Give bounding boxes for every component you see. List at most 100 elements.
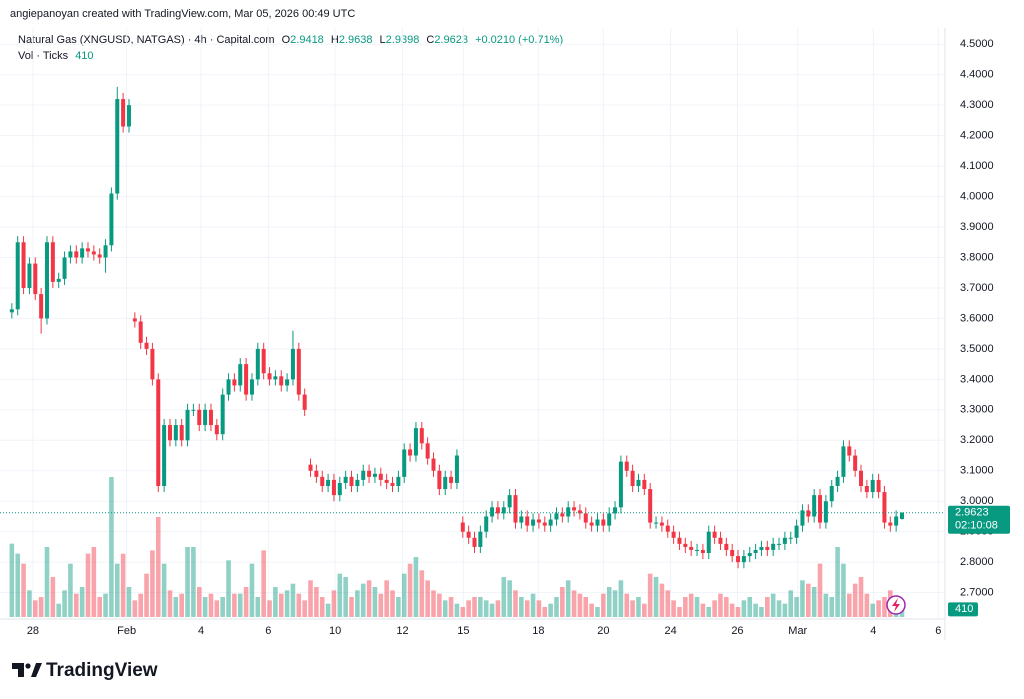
volume-bar	[97, 597, 102, 617]
candle-body	[384, 479, 389, 483]
volume-bar	[577, 593, 583, 617]
x-tick-label: 12	[396, 625, 408, 637]
volume-bar	[560, 587, 565, 617]
volume-bar	[21, 563, 26, 617]
volume-bar	[220, 597, 225, 617]
volume-bar	[718, 593, 723, 617]
volume-bar	[401, 573, 407, 617]
candle-body	[390, 482, 395, 486]
volume-bar	[747, 597, 753, 617]
volume-bar	[618, 580, 624, 617]
volume-bar	[267, 600, 272, 617]
candle-body	[677, 537, 682, 544]
volume-bar	[208, 593, 214, 617]
grid	[0, 28, 945, 619]
volume-bar	[378, 593, 384, 617]
volume-bar	[659, 583, 665, 617]
volume-bar	[191, 547, 196, 617]
logo-dot	[25, 663, 31, 669]
candle-body	[823, 501, 828, 523]
volume-bar	[606, 587, 612, 617]
volume-bar	[700, 603, 706, 617]
volume-bar	[120, 553, 126, 617]
candle-body	[285, 379, 290, 386]
volume-bar	[530, 593, 536, 617]
volume-tag	[948, 602, 978, 617]
candle-body	[782, 537, 787, 544]
volume-bar	[817, 563, 823, 617]
volume-bar	[460, 607, 466, 617]
volume-bar	[179, 593, 184, 617]
volume-bar	[150, 550, 155, 617]
candle-body	[788, 537, 793, 539]
candle-body	[847, 446, 852, 456]
candle-body	[859, 470, 864, 486]
volume-bar	[800, 580, 805, 617]
volume-bar	[296, 593, 302, 617]
volume-bar	[653, 577, 659, 617]
candle-body	[302, 394, 307, 410]
volume-bar	[835, 547, 840, 617]
candle-body	[50, 242, 55, 282]
candle-body	[97, 254, 102, 258]
volume-bar	[109, 477, 114, 617]
volume-bar	[44, 547, 50, 617]
x-tick-label: 4	[198, 625, 204, 637]
volume-bar	[782, 603, 788, 617]
volume-bar	[331, 590, 337, 617]
y-tick-label: 3.5000	[960, 343, 994, 355]
candle-body	[771, 543, 776, 550]
candle-body	[27, 263, 32, 288]
x-tick-label: 26	[731, 625, 743, 637]
candle-body	[683, 543, 688, 547]
ohlc-key: O	[282, 34, 291, 46]
candle-body	[595, 519, 600, 526]
candle-body	[495, 507, 500, 514]
candle-body	[355, 479, 360, 486]
volume-bar	[38, 597, 44, 617]
candle-body	[132, 318, 137, 322]
candle-body	[150, 348, 155, 380]
candle-body	[484, 516, 489, 532]
candle-body	[835, 476, 840, 486]
volume-bar	[360, 583, 366, 617]
volume-bar	[319, 597, 325, 617]
candle-body	[191, 409, 196, 411]
volume-bar	[483, 600, 489, 617]
volume-bar	[173, 597, 179, 617]
candle-body	[753, 549, 758, 554]
candle-body	[747, 553, 752, 557]
candle-body	[882, 492, 887, 523]
volume-bar	[419, 570, 425, 617]
candle-body	[560, 513, 565, 517]
volume-bar	[355, 590, 360, 617]
volume-bar	[864, 593, 870, 617]
volume-bar	[478, 597, 483, 617]
candle-body	[197, 409, 202, 426]
volume-bar	[343, 577, 348, 617]
candle-body	[378, 473, 383, 480]
volume-bar	[548, 603, 553, 617]
candle-body	[894, 516, 899, 526]
alert-bolt	[892, 598, 900, 612]
volume-bar	[536, 600, 542, 617]
candle-body	[85, 248, 90, 252]
volume-bar	[647, 573, 653, 617]
x-tick-label: 6	[265, 625, 271, 637]
volume-tag-value: 410	[955, 603, 973, 615]
volume-bar	[243, 587, 249, 617]
candle-body	[226, 379, 231, 395]
y-tick-label: 3.2000	[960, 434, 994, 446]
candle-body	[648, 489, 653, 523]
alert-icon[interactable]	[886, 595, 906, 615]
candle-body	[431, 458, 436, 471]
volume-bar	[858, 577, 864, 617]
candle-body	[700, 549, 705, 554]
candle-body	[220, 394, 225, 435]
ohlc-key: C	[426, 34, 434, 46]
volume-bar	[390, 590, 395, 617]
volume-bar	[161, 563, 167, 617]
candle-body	[279, 376, 284, 386]
volume-bar	[770, 593, 776, 617]
y-tick-label: 3.8000	[960, 251, 994, 263]
